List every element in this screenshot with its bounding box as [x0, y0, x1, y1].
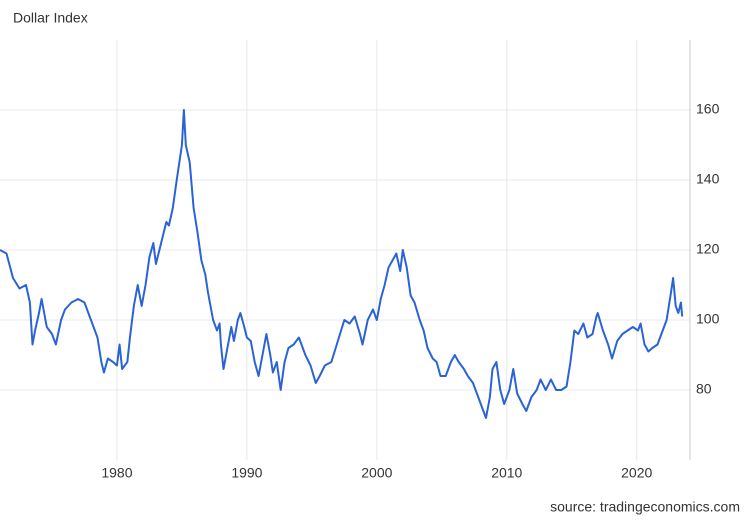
x-tick-label: 2020	[621, 465, 652, 481]
y-tick-label: 80	[696, 381, 712, 397]
source-note: source: tradingeconomics.com	[550, 499, 740, 515]
x-tick-label: 2010	[491, 465, 522, 481]
y-tick-label: 100	[696, 311, 720, 327]
x-tick-label: 1980	[101, 465, 132, 481]
chart-title: Dollar Index	[13, 10, 88, 26]
y-tick-label: 140	[696, 171, 720, 187]
y-tick-label: 120	[696, 241, 720, 257]
x-tick-label: 2000	[361, 465, 392, 481]
x-tick-label: 1990	[231, 465, 262, 481]
y-tick-label: 160	[696, 101, 720, 117]
data-line	[0, 109, 684, 419]
